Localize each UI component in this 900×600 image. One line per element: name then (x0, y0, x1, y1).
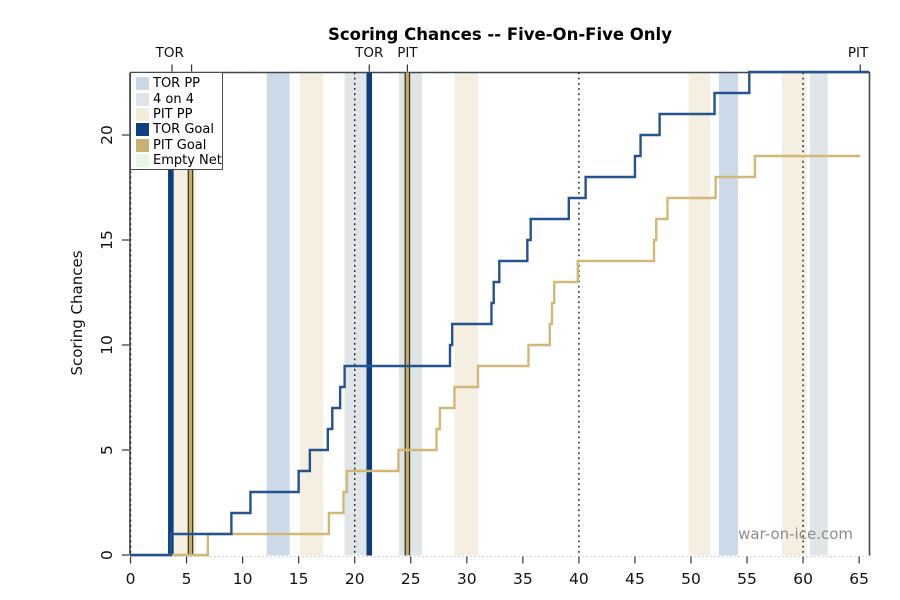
x-axis-tick-label: 40 (569, 570, 589, 588)
top-axis-goal-label: TOR (354, 45, 383, 61)
top-axis-goal-label: TOR (155, 45, 184, 61)
top-axis-goal-label: PIT (848, 45, 869, 61)
pit-goal-swatch (136, 138, 149, 152)
goal-line-pit (188, 72, 192, 556)
watermark: war-on-ice.com (738, 525, 853, 543)
tor-series-line (130, 70, 870, 557)
legend-item: PIT Goal (131, 138, 222, 153)
goal-line-tor (366, 72, 373, 556)
y-axis-tick-label: 20 (98, 125, 116, 145)
legend-item: TOR Goal (131, 122, 222, 137)
pp-band-pit-pp (781, 72, 807, 556)
legend-item-label: 4 on 4 (153, 91, 194, 107)
tor-goal-swatch (136, 123, 149, 137)
x-axis-tick-label: 60 (793, 570, 813, 588)
top-axis-goal-label: PIT (397, 45, 418, 61)
legend-item: TOR PP (131, 76, 222, 91)
legend-item-label: PIT Goal (153, 137, 207, 153)
x-axis-tick-label: 65 (849, 570, 869, 588)
y-axis-tick-label: 15 (98, 230, 116, 250)
empty-net-swatch (136, 154, 149, 168)
tor-pp-swatch (136, 77, 149, 91)
legend-item-label: PIT PP (153, 106, 193, 122)
legend-item-label: TOR PP (153, 76, 201, 92)
x-axis-tick-label: 30 (457, 570, 477, 588)
legend-item: PIT PP (131, 107, 222, 122)
legend-box: TOR PP 4 on 4 PIT PP TOR Goal PIT Goal E… (130, 72, 223, 170)
chart-title: Scoring Chances -- Five-On-Five Only (328, 25, 672, 44)
pp-band-4-on-4 (809, 72, 828, 556)
legend-item: 4 on 4 (131, 91, 222, 107)
pp-band-tor-pp (266, 72, 290, 556)
pp-band-4-on-4 (344, 72, 369, 556)
pit-pp-swatch (136, 107, 149, 121)
goal-line-pit (405, 72, 409, 556)
x-axis-tick-label: 10 (233, 570, 253, 588)
x-axis-tick-label: 35 (513, 570, 533, 588)
four-on-four-swatch (136, 92, 149, 106)
pp-band-tor-pp (719, 72, 739, 556)
pp-band-pit-pp (454, 72, 479, 556)
legend-item-label: TOR Goal (153, 122, 214, 138)
x-axis-tick-label: 5 (182, 570, 192, 588)
x-axis-tick-label: 55 (737, 570, 757, 588)
x-axis-tick-label: 15 (289, 570, 309, 588)
y-axis-tick-label: 5 (98, 445, 116, 455)
y-axis-title: Scoring Chances (68, 250, 86, 375)
x-axis-tick-label: 45 (625, 570, 645, 588)
y-axis-tick-label: 0 (98, 550, 116, 560)
x-axis-tick-label: 50 (681, 570, 701, 588)
pp-band-4-on-4 (398, 72, 422, 556)
legend-item: Empty Net (131, 153, 222, 168)
pp-band-pit-pp (299, 72, 324, 556)
goal-line-tor (168, 72, 174, 556)
x-axis-tick-label: 20 (345, 570, 365, 588)
pit-series-line (130, 154, 861, 557)
y-axis-tick-label: 10 (98, 335, 116, 355)
legend-item-label: Empty Net (153, 153, 222, 169)
plot-border (130, 71, 871, 556)
x-axis-tick-label: 25 (401, 570, 421, 588)
x-axis-tick-label: 0 (126, 570, 136, 588)
pp-band-pit-pp (688, 72, 711, 556)
